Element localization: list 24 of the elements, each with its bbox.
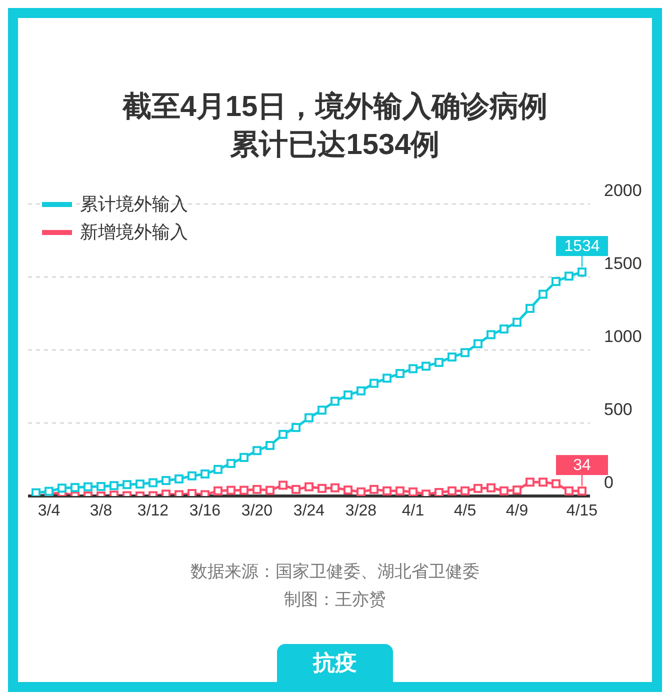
y-tick-label: 500	[604, 400, 632, 419]
legend-label: 新增境外输入	[80, 221, 188, 244]
x-tick-label: 3/16	[189, 502, 221, 520]
x-tick-label: 3/24	[293, 502, 325, 520]
text: 抗疫	[277, 644, 393, 682]
legend-label: 累计境外输入	[80, 193, 188, 216]
x-tick-label: 4/9	[506, 502, 528, 520]
data-label: 1534	[564, 238, 600, 256]
chart-title: 截至4月15日，境外输入确诊病例累计已达1534例	[121, 90, 549, 163]
x-tick-label: 3/28	[345, 502, 377, 520]
x-tick-label: 3/8	[90, 502, 112, 520]
x-tick-label: 4/5	[454, 502, 476, 520]
y-tick-label: 1000	[604, 327, 642, 346]
text: 制图：王亦赟	[283, 589, 387, 611]
data-label: 34	[573, 457, 591, 474]
source-note: 数据来源：国家卫健委、湖北省卫健委	[190, 561, 480, 583]
x-tick-label: 4/1	[402, 502, 424, 520]
y-tick-label: 0	[604, 473, 614, 492]
x-tick-label: 4/15	[566, 502, 598, 520]
y-tick-label: 1500	[604, 254, 642, 273]
x-tick-label: 3/20	[241, 502, 273, 520]
x-tick-label: 3/4	[38, 502, 60, 520]
y-tick-label: 2000	[604, 181, 642, 200]
x-tick-label: 3/12	[137, 502, 169, 520]
